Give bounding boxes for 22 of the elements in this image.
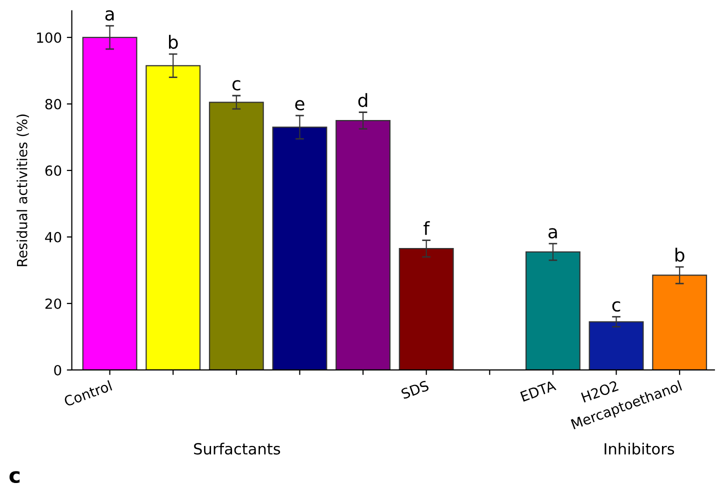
data-label: c: [232, 80, 240, 90]
data-label: d: [358, 93, 368, 108]
y-axis-title: Residual activities (%): [16, 114, 29, 266]
y-tick-label: 80: [45, 98, 62, 110]
y-tick-label: 60: [45, 165, 62, 176]
y-tick-label: 0: [54, 364, 62, 376]
x-tick-label: EDTA: [520, 380, 556, 402]
y-tick-label: 20: [45, 298, 62, 309]
data-label: f: [424, 221, 430, 235]
data-label: b: [169, 34, 178, 49]
bar: [588, 321, 644, 370]
data-label: e: [295, 100, 304, 110]
data-label: a: [105, 10, 114, 21]
y-tick-label: 100: [37, 32, 62, 43]
data-label: b: [675, 248, 684, 262]
text: c: [10, 471, 20, 484]
text: Surfactants: [194, 442, 280, 455]
y-tick-label: 40: [45, 232, 62, 242]
text: Inhibitors: [604, 442, 674, 455]
x-tick-label: SDS: [400, 380, 430, 400]
data-label: a: [548, 228, 557, 238]
data-label: c: [612, 301, 620, 312]
